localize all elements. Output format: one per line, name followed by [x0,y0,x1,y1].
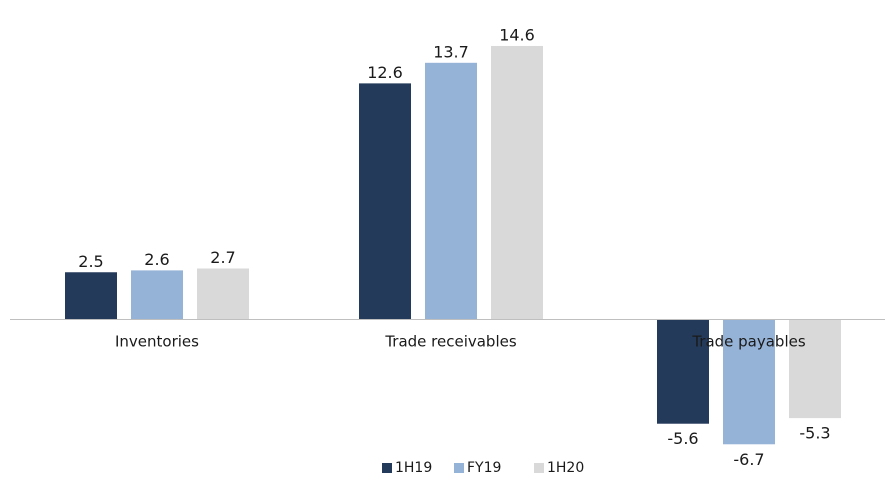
bar-1h19-inventories [65,272,117,319]
category-labels-layer: Inventories Trade receivables Trade payabl… [115,333,806,351]
bar-1h19-trade-receivables [359,83,411,319]
bar-fy19-trade-receivables [425,62,477,320]
data-labels-layer: 2.5 12.6 -5.6 2.6 13.7 -6.7 2.7 14.6 -5.3 [78,25,830,468]
data-label: 2.7 [210,248,235,267]
data-label: 14.6 [499,25,535,44]
bar-1h20-trade-payables [789,319,841,419]
bar-1h19-trade-payables [657,319,709,424]
legend-swatch-fy19 [454,463,464,473]
legend-label-fy19: FY19 [467,460,501,476]
legend: 1H19 FY19 1H20 [382,460,584,476]
bar-fy19-trade-payables [723,319,775,445]
data-label: -5.3 [799,424,830,443]
bars-layer [65,45,841,445]
category-label: Inventories [115,333,199,351]
data-label: 12.6 [367,63,403,82]
legend-label-1h19: 1H19 [395,460,432,476]
data-label: 2.5 [78,252,103,271]
data-label: -5.6 [667,429,698,448]
category-label: Trade receivables [384,333,517,351]
data-label: 13.7 [433,42,469,61]
bar-1h20-inventories [197,268,249,319]
bar-fy19-inventories [131,270,183,319]
data-label: -6.7 [733,450,764,469]
legend-swatch-1h20 [534,463,544,473]
legend-label-1h20: 1H20 [547,460,584,476]
legend-swatch-1h19 [382,463,392,473]
data-label: 2.6 [144,250,169,269]
bar-1h20-trade-receivables [491,45,543,319]
category-label: Trade payables [691,333,806,351]
